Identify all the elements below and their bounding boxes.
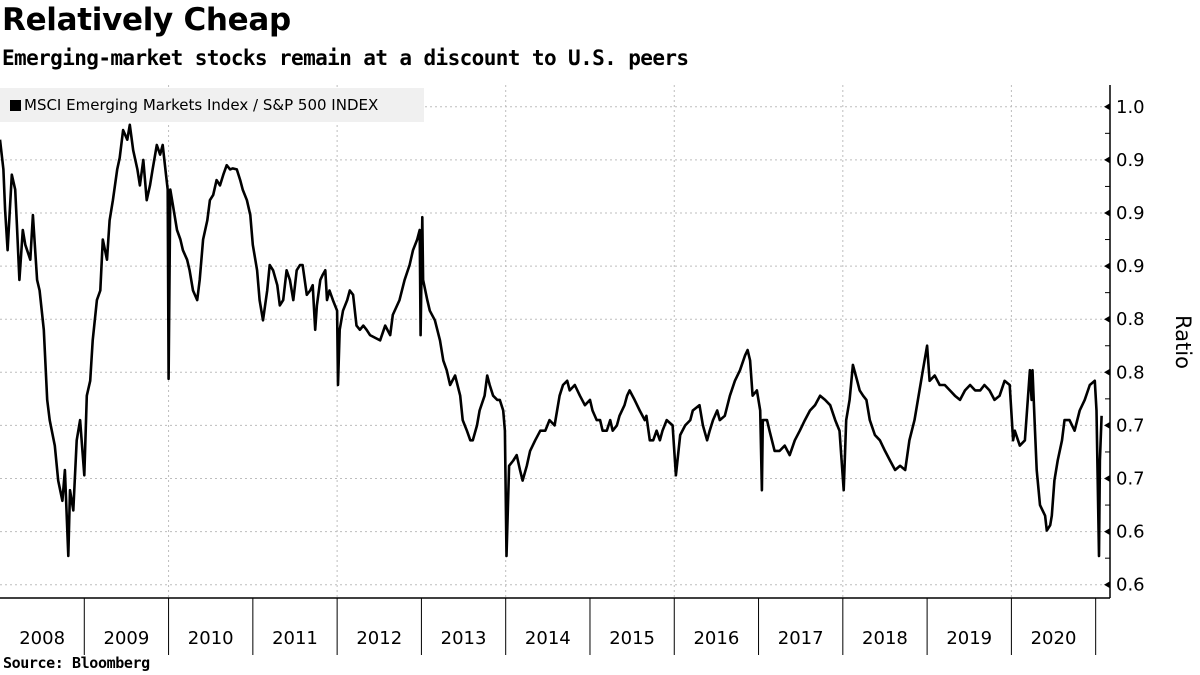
series-line bbox=[0, 123, 1103, 558]
y-tick-label: 0.7 bbox=[1116, 415, 1145, 436]
y-tick bbox=[1104, 581, 1110, 589]
y-tick bbox=[1104, 368, 1110, 376]
y-tick-label: 0.8 bbox=[1116, 309, 1145, 330]
x-tick-label: 2010 bbox=[188, 628, 234, 649]
x-tick-label: 2016 bbox=[693, 628, 739, 649]
y-tick-label: 0.7 bbox=[1116, 469, 1145, 490]
y-tick-label: 1.0 bbox=[1116, 97, 1145, 118]
x-tick-label: 2015 bbox=[609, 628, 655, 649]
y-tick-label: 0.9 bbox=[1116, 203, 1145, 224]
x-tick-label: 2009 bbox=[104, 628, 150, 649]
y-tick-label: 0.8 bbox=[1116, 362, 1145, 383]
x-tick-label: 2013 bbox=[441, 628, 487, 649]
chart-title: Relatively Cheap bbox=[2, 2, 291, 38]
y-tick bbox=[1104, 156, 1110, 164]
legend-swatch bbox=[10, 99, 21, 111]
x-tick-label: 2011 bbox=[272, 628, 318, 649]
y-tick bbox=[1104, 421, 1110, 429]
y-tick-label: 0.9 bbox=[1116, 256, 1145, 277]
y-tick-label: 0.9 bbox=[1116, 150, 1145, 171]
chart-subtitle: Emerging-market stocks remain at a disco… bbox=[2, 46, 689, 70]
y-tick bbox=[1104, 209, 1110, 217]
legend: MSCI Emerging Markets Index / S&P 500 IN… bbox=[0, 88, 424, 122]
x-tick-label: 2014 bbox=[525, 628, 571, 649]
x-tick-label: 2019 bbox=[946, 628, 992, 649]
y-tick bbox=[1104, 262, 1110, 270]
y-tick bbox=[1104, 528, 1110, 536]
x-tick-label: 2020 bbox=[1031, 628, 1077, 649]
source-note: Source: Bloomberg bbox=[3, 654, 150, 672]
x-tick-label: 2018 bbox=[862, 628, 908, 649]
x-tick-label: 2008 bbox=[19, 628, 65, 649]
y-tick bbox=[1104, 315, 1110, 323]
legend-label: MSCI Emerging Markets Index / S&P 500 IN… bbox=[24, 96, 379, 114]
y-tick-label: 0.6 bbox=[1116, 522, 1145, 543]
y-tick-label: 0.6 bbox=[1116, 575, 1145, 596]
y-tick bbox=[1104, 103, 1110, 111]
x-tick-label: 2012 bbox=[356, 628, 402, 649]
y-axis-title: Ratio bbox=[1171, 315, 1195, 369]
x-tick-label: 2017 bbox=[778, 628, 824, 649]
y-tick bbox=[1104, 475, 1110, 483]
